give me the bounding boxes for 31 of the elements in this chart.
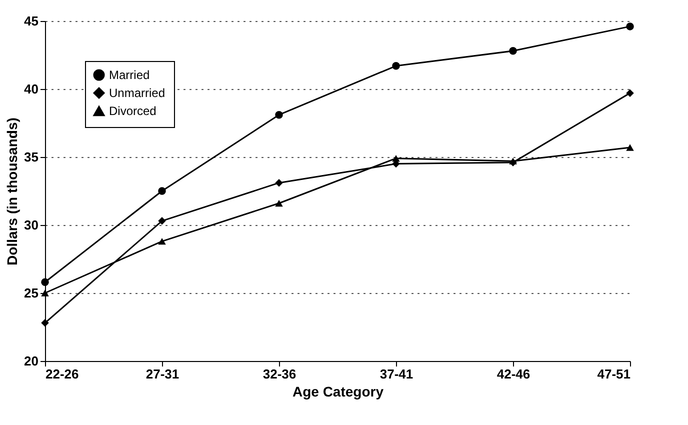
x-tick-label: 37-41 <box>380 366 414 382</box>
point <box>275 110 283 119</box>
x-tick-label: 22-26 <box>46 366 79 382</box>
y-tick-label: 30 <box>24 218 38 232</box>
x-tick-label: 47-51 <box>597 366 630 382</box>
point <box>158 187 166 195</box>
point <box>41 319 49 327</box>
point <box>392 62 400 70</box>
point <box>158 217 166 225</box>
x-tick-label: 27-31 <box>146 366 180 382</box>
point <box>626 89 634 97</box>
point <box>158 238 166 245</box>
y-tick-label: 25 <box>24 286 38 300</box>
x-tick-label: 42-46 <box>496 366 530 382</box>
point <box>626 22 634 30</box>
point <box>626 144 634 151</box>
point <box>275 178 283 187</box>
legend-label: Married <box>109 68 150 82</box>
point <box>509 47 517 55</box>
y-tick-label: 20 <box>24 354 38 368</box>
point <box>41 278 49 286</box>
x-axis-title: Age Category <box>292 384 384 400</box>
y-tick-label: 45 <box>24 14 38 28</box>
x-tick-label: 32-36 <box>262 366 296 382</box>
point <box>392 155 400 162</box>
legend-label: Divorced <box>109 104 156 118</box>
point <box>275 200 283 207</box>
y-tick-label: 35 <box>24 150 38 164</box>
y-axis-title: Dollars (in thousands) <box>4 118 20 266</box>
legend-label: Unmarried <box>109 86 166 100</box>
y-tick-label: 40 <box>24 82 38 96</box>
